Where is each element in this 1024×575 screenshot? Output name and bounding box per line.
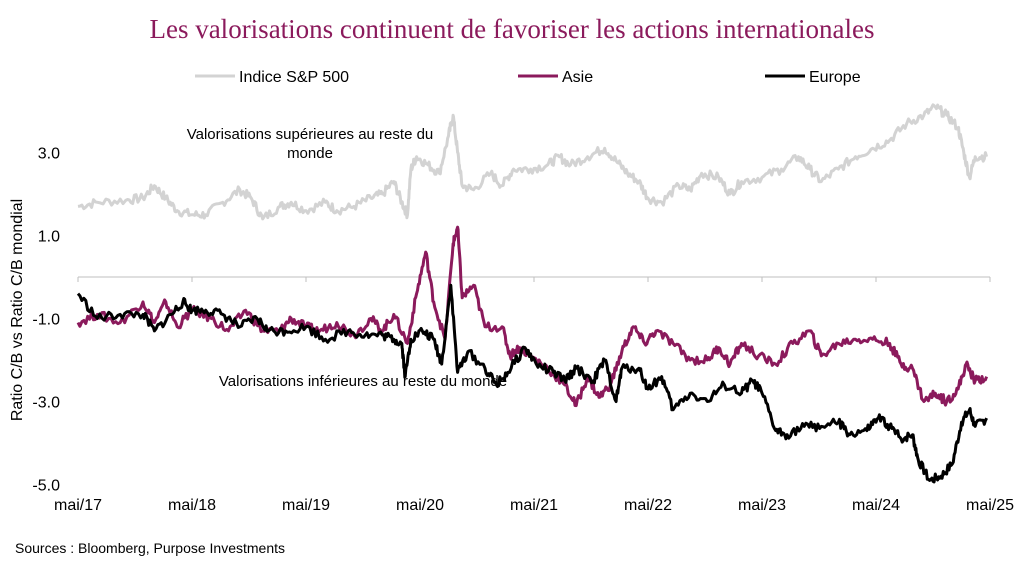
source-note: Sources : Bloomberg, Purpose Investments	[15, 540, 286, 556]
chart-title: Les valorisations continuent de favorise…	[149, 14, 875, 44]
y-axis-label: Ratio C/B vs Ratio C/B mondial	[9, 199, 26, 421]
series-lines	[76, 103, 989, 484]
annotation-above: Valorisations supérieures au reste du	[187, 126, 434, 143]
series-line-sp500	[77, 103, 989, 221]
x-tick-label: mai/24	[852, 497, 900, 514]
y-tick-label: -3.0	[32, 395, 60, 412]
annotation-below: Valorisations inférieures au reste du mo…	[219, 373, 507, 390]
x-tick-label: mai/17	[54, 497, 102, 514]
annotation-above-line2: monde	[287, 145, 333, 162]
x-tick-label: mai/21	[510, 497, 558, 514]
x-tick-label: mai/23	[738, 497, 786, 514]
x-tick-label: mai/22	[624, 497, 672, 514]
legend-label: Asie	[562, 69, 593, 86]
x-tick-label: mai/20	[396, 497, 444, 514]
y-tick-label: -1.0	[32, 312, 60, 329]
x-tick-label: mai/25	[966, 497, 1014, 514]
y-axis-ticks: 3.0 1.0 -1.0 -3.0 -5.0	[32, 146, 60, 495]
series-line-europe	[76, 283, 988, 484]
legend-label: Europe	[809, 69, 861, 86]
y-tick-label: 1.0	[38, 229, 60, 246]
annotations: Valorisations supérieures au reste du mon…	[187, 126, 507, 390]
x-tick-label: mai/19	[282, 497, 330, 514]
x-tick-label: mai/18	[168, 497, 216, 514]
legend: Indice S&P 500 Asie Europe	[195, 69, 861, 86]
series-line-asie	[76, 225, 989, 408]
y-tick-label: 3.0	[38, 146, 60, 163]
x-axis: mai/17 mai/18 mai/19 mai/20 mai/21 mai/22 mai/…	[54, 276, 1014, 514]
y-tick-label: -5.0	[32, 478, 60, 495]
legend-label: Indice S&P 500	[239, 69, 349, 86]
